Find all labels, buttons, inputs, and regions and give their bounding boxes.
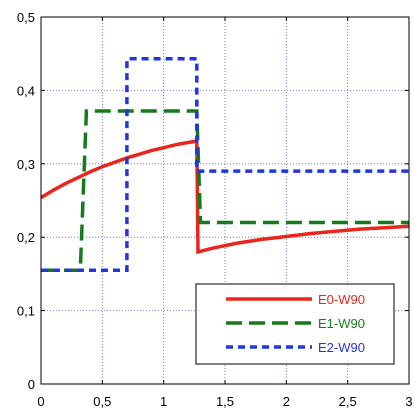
legend-label: E1-W90 xyxy=(318,316,365,331)
axis-ticks: 0 0,5 1 1,5 2 2,5 3 0 0,1 0,2 0,3 0,4 0,5 xyxy=(17,10,413,409)
y-tick-label: 0 xyxy=(28,377,35,392)
legend-label: E2-W90 xyxy=(318,340,365,355)
y-tick-label: 0,4 xyxy=(17,83,35,98)
x-tick-label: 2 xyxy=(283,394,290,409)
x-tick-label: 2,5 xyxy=(339,394,357,409)
legend-label: E0-W90 xyxy=(318,292,365,307)
legend: E0-W90 E1-W90 E2-W90 xyxy=(195,283,395,365)
x-tick-label: 3 xyxy=(405,394,412,409)
y-tick-label: 0,1 xyxy=(17,304,35,319)
y-tick-label: 0,5 xyxy=(17,10,35,25)
y-tick-label: 0,2 xyxy=(17,230,35,245)
series-group xyxy=(40,57,410,272)
series-line-e1-w90 xyxy=(41,109,409,272)
x-tick-label: 1 xyxy=(160,394,167,409)
x-tick-label: 0 xyxy=(37,394,44,409)
series-line-e0-w90 xyxy=(40,138,410,255)
x-tick-label: 0,5 xyxy=(93,394,111,409)
x-tick-label: 1,5 xyxy=(216,394,234,409)
y-tick-label: 0,3 xyxy=(17,157,35,172)
